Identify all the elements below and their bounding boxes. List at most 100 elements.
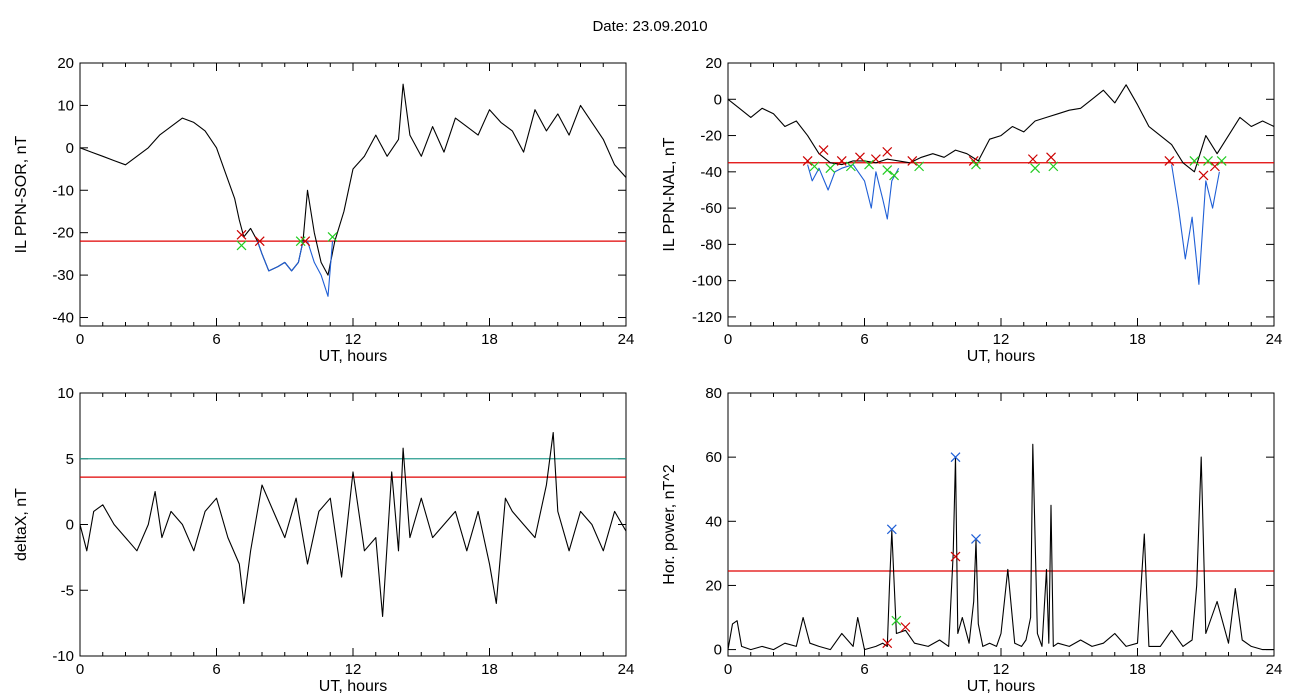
x-marker (1198, 170, 1209, 181)
x-marker (1203, 156, 1213, 166)
y-tick-label: -60 (700, 200, 722, 217)
x-marker (971, 159, 981, 170)
plot-frame (79, 392, 627, 657)
x-tick-label: 0 (724, 661, 732, 678)
y-tick-label: -40 (700, 164, 722, 181)
x-marker (327, 231, 338, 242)
x-marker (886, 524, 897, 535)
plot-data (80, 431, 626, 618)
x-marker (825, 163, 836, 174)
y-tick-label: 0 (714, 642, 722, 659)
y-tick-label: 5 (66, 451, 74, 468)
y-tick-label: 40 (705, 513, 722, 530)
x-marker (889, 170, 899, 181)
x-marker (1216, 156, 1227, 166)
plot-data (728, 84, 1274, 285)
y-tick-label: 10 (57, 97, 74, 114)
y-tick-label: -20 (52, 225, 74, 242)
x-marker (855, 152, 865, 163)
x-tick-label: 24 (618, 661, 635, 678)
x-marker (882, 146, 893, 157)
x-marker (971, 534, 981, 544)
panel-deltax: 0 6 12 18 24 -10 -5 0 5 10 UT, hours deltaX, nT (13, 385, 634, 695)
y-axis-label: deltaX, nT (13, 488, 30, 561)
x-tick-label: 12 (993, 331, 1010, 348)
x-marker (1189, 156, 1200, 166)
plot-frame (727, 62, 1275, 327)
x-tick-label: 0 (724, 331, 732, 348)
x-marker (802, 156, 813, 166)
y-axis-label: Hor. power, nT^2 (661, 464, 678, 585)
x-tick-label: 18 (1129, 661, 1146, 678)
x-tick-label: 24 (1266, 331, 1283, 348)
x-tick-label: 6 (860, 661, 868, 678)
series-line (256, 241, 304, 272)
x-marker (836, 156, 847, 166)
y-tick-label: 10 (57, 385, 74, 402)
series-line (306, 241, 334, 297)
y-tick-label: 0 (714, 91, 722, 108)
y-tick-label: 20 (705, 55, 722, 72)
x-marker (300, 236, 311, 247)
y-axis-label: IL PPN-NAL, nT (661, 137, 678, 251)
y-axis-label: IL PPN-SOR, nT (13, 135, 30, 253)
x-tick-label: 6 (212, 661, 220, 678)
x-axis-label: UT, hours (319, 678, 387, 695)
x-tick-label: 24 (618, 331, 635, 348)
x-tick-label: 18 (481, 661, 498, 678)
x-marker (864, 159, 874, 170)
y-tick-label: 0 (66, 517, 74, 534)
plot-frame (727, 392, 1275, 657)
y-tick-label: -5 (61, 582, 74, 599)
x-marker (818, 145, 829, 155)
y-tick-label: -10 (52, 182, 74, 199)
series-line (80, 83, 626, 276)
y-tick-label: 60 (705, 449, 722, 466)
page-title: Date: 23.09.2010 (592, 18, 708, 35)
x-marker (907, 156, 918, 166)
x-marker (950, 452, 961, 463)
y-tick-label: 0 (66, 140, 74, 157)
x-tick-label: 0 (76, 661, 84, 678)
x-marker (236, 240, 247, 251)
series-line (728, 84, 1274, 173)
x-marker (900, 622, 911, 633)
y-tick-label: -10 (52, 648, 74, 665)
x-tick-label: 6 (212, 331, 220, 348)
x-marker (1027, 154, 1038, 165)
x-marker (914, 161, 925, 172)
x-axis-label: UT, hours (967, 348, 1035, 365)
series-line (807, 164, 900, 220)
x-axis-label: UT, hours (967, 678, 1035, 695)
x-tick-label: 12 (345, 331, 362, 348)
x-tick-label: 0 (76, 331, 84, 348)
y-tick-label: -40 (52, 310, 74, 327)
x-marker (845, 161, 856, 172)
y-tick-label: 20 (57, 55, 74, 72)
x-tick-label: 12 (345, 661, 362, 678)
x-marker (1048, 161, 1059, 172)
panel-il-ppn-nal: 0 6 12 18 24 -120 -100 -80 -60 -40 -20 0 20 UT, hours… (661, 55, 1282, 365)
y-tick-label: -120 (692, 309, 722, 326)
x-tick-label: 18 (481, 331, 498, 348)
x-marker (870, 154, 881, 165)
x-marker (236, 229, 247, 240)
x-tick-label: 12 (993, 661, 1010, 678)
plot-data (80, 83, 626, 297)
y-tick-label: -80 (700, 236, 722, 253)
panel-hor-power: 0 6 12 18 24 0 20 40 60 80 UT, hours Hor. power, nT… (661, 385, 1282, 695)
x-tick-label: 18 (1129, 331, 1146, 348)
y-tick-label: -30 (52, 267, 74, 284)
series-line (728, 443, 1274, 651)
y-tick-label: -20 (700, 128, 722, 145)
x-marker (1046, 152, 1056, 163)
series-line (1171, 164, 1220, 285)
x-marker (950, 551, 961, 562)
x-marker (882, 638, 893, 649)
x-tick-label: 6 (860, 331, 868, 348)
plot-frame (79, 62, 627, 327)
y-tick-label: 20 (705, 577, 722, 594)
panel-il-ppn-sor: 0 6 12 18 24 -40 -30 -20 -10 0 10 20 UT, hours IL PPN… (13, 55, 634, 365)
x-marker (809, 161, 820, 172)
